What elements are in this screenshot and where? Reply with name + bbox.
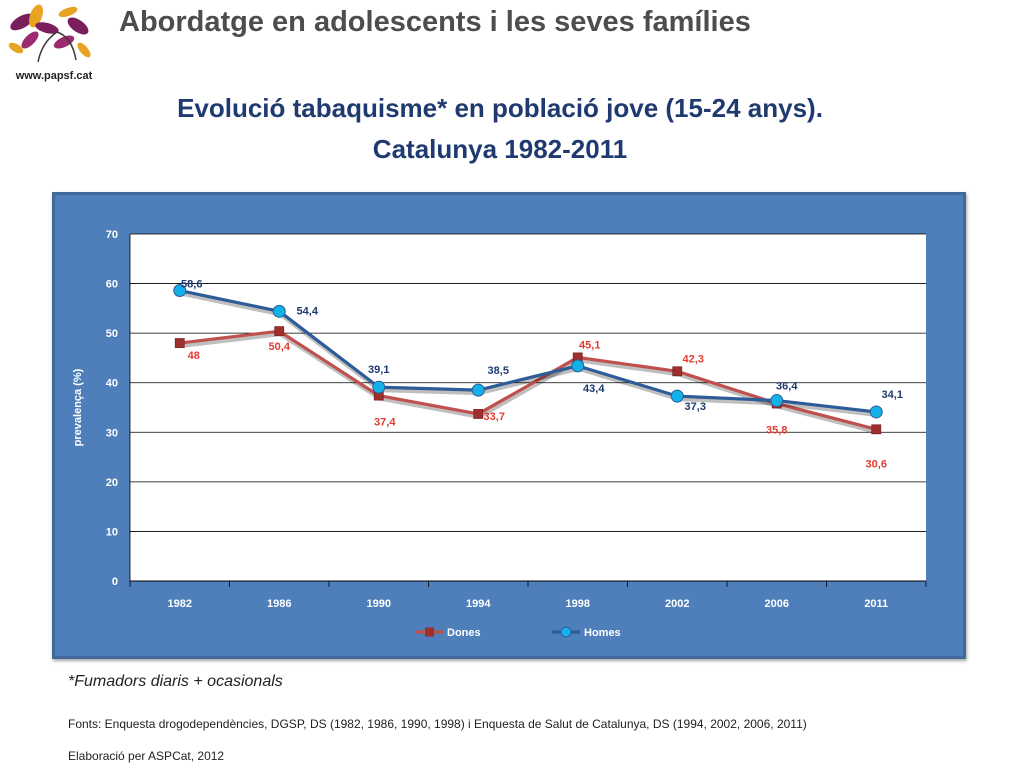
data-label-homes: 54,4	[297, 305, 319, 317]
series-line-dones	[179, 329, 877, 431]
data-point-homes	[272, 304, 286, 318]
x-tick-label: 1982	[168, 598, 192, 610]
chart-title-line1: Evolució tabaquisme* en població jove (1…	[177, 93, 823, 123]
y-tick-label: 60	[106, 279, 118, 291]
data-label-dones: 30,6	[866, 458, 887, 470]
x-tick-label: 1994	[466, 598, 491, 610]
legend-label-dones: Dones	[447, 627, 481, 639]
data-label-homes: 36,4	[776, 381, 798, 393]
chart-title-line2: Catalunya 1982-2011	[372, 134, 628, 164]
data-label-dones: 33,7	[484, 411, 505, 423]
footnote: *Fumadors diaris + ocasionals	[68, 673, 283, 690]
data-label-dones: 37,4	[374, 417, 396, 429]
data-point-dones	[672, 366, 683, 377]
sources-note: Fonts: Enquesta drogodependències, DGSP,…	[68, 717, 807, 731]
data-label-dones: 48	[188, 350, 200, 362]
data-label-dones: 50,4	[269, 341, 291, 353]
x-tick-label: 1998	[566, 598, 590, 610]
chart-frame: 0 10 20 30 40 50 60 70 1982 1986 1990 1994 1998 2002 2…	[52, 192, 966, 659]
flower-icon	[8, 4, 91, 63]
line-chart: 0 10 20 30 40 50 60 70 1982 1986 1990 1994 1998 2002 2…	[72, 229, 927, 639]
data-point-homes	[173, 284, 187, 298]
data-point-homes	[372, 380, 386, 394]
y-axis-label: prevalença (%)	[72, 368, 84, 446]
data-label-homes: 38,5	[488, 365, 509, 377]
legend-marker-dones	[425, 627, 434, 637]
data-label-dones: 42,3	[683, 353, 704, 365]
papsf-logo	[8, 4, 91, 63]
legend-label-homes: Homes	[584, 627, 621, 639]
data-label-homes: 37,3	[685, 401, 706, 413]
data-point-homes	[770, 394, 784, 408]
series-line-homes	[179, 288, 877, 414]
data-label-dones: 35,8	[766, 425, 787, 437]
y-tick-label: 0	[112, 576, 118, 588]
credits-note: Elaboració per ASPCat, 2012	[68, 749, 225, 763]
data-point-homes	[670, 389, 684, 403]
y-tick-label: 30	[106, 427, 118, 439]
y-tick-label: 20	[106, 477, 118, 489]
data-point-dones	[174, 338, 185, 348]
data-point-homes	[869, 405, 883, 419]
page-title: Abordatge en adolescents i les seves fam…	[119, 6, 751, 38]
logo-url[interactable]: www.papsf.cat	[15, 70, 93, 82]
data-label-homes: 43,4	[583, 383, 605, 395]
data-point-dones	[871, 424, 882, 435]
data-point-homes	[571, 359, 585, 373]
data-label-homes: 58,6	[181, 279, 202, 291]
chart-title: Evolució tabaquisme* en població jove (1…	[90, 88, 910, 170]
y-tick-label: 10	[106, 526, 118, 538]
y-tick-label: 70	[106, 229, 118, 241]
x-tick-label: 2006	[765, 598, 789, 610]
x-tick-label: 2002	[665, 598, 689, 610]
x-tick-label: 1986	[267, 598, 291, 610]
x-tick-label: 2011	[864, 598, 888, 610]
legend-marker-homes	[560, 626, 572, 638]
data-label-dones: 45,1	[579, 339, 600, 351]
y-tick-label: 50	[106, 328, 118, 340]
series-line-shadow	[180, 291, 878, 417]
x-tick-label: 1990	[367, 598, 391, 610]
data-point-homes	[471, 383, 485, 397]
data-label-homes: 39,1	[368, 364, 389, 376]
data-point-dones	[274, 326, 285, 337]
y-tick-label: 40	[106, 378, 118, 390]
data-point-dones	[473, 409, 484, 419]
data-label-homes: 34,1	[882, 389, 903, 401]
